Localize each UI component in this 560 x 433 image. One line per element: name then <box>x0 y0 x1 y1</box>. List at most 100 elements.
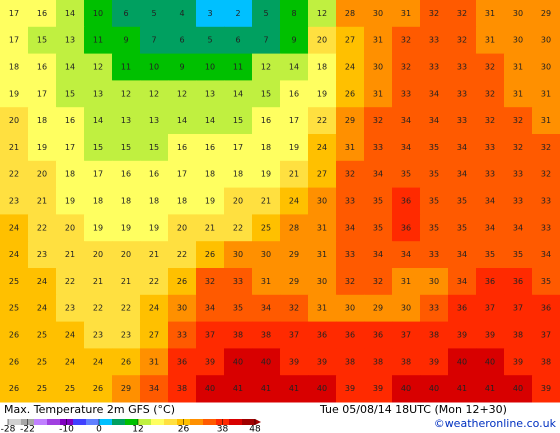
temp-cell <box>112 214 141 242</box>
temp-label: 35 <box>429 197 439 206</box>
temp-cell <box>196 53 225 81</box>
temp-label: 14 <box>205 116 215 125</box>
temp-cell <box>336 53 365 81</box>
temp-cell <box>224 241 253 269</box>
temp-label: 33 <box>373 143 383 152</box>
temp-cell <box>280 134 309 162</box>
temp-label: 34 <box>149 384 159 393</box>
temp-label: 40 <box>457 357 467 366</box>
temp-label: 24 <box>149 304 159 313</box>
temp-cell <box>280 214 309 242</box>
temp-label: 33 <box>541 223 551 232</box>
temp-label: 33 <box>541 197 551 206</box>
temp-cell <box>336 160 365 189</box>
temp-label: 15 <box>65 89 75 98</box>
temp-label: 28 <box>345 9 355 18</box>
temp-label: 34 <box>429 89 439 98</box>
temp-label: 31 <box>401 277 411 286</box>
temp-cell <box>420 294 449 323</box>
colorbar-tick-label: 48 <box>249 425 261 433</box>
temp-label: 14 <box>289 63 299 72</box>
temp-label: 30 <box>513 9 523 18</box>
temp-cell <box>140 134 169 162</box>
temp-cell <box>336 26 365 55</box>
temp-cell <box>280 241 309 269</box>
temp-label: 30 <box>373 9 383 18</box>
temp-label: 14 <box>65 9 75 18</box>
temp-cell <box>112 0 141 28</box>
temp-cell <box>196 241 225 269</box>
temp-cell <box>0 294 29 323</box>
temp-label: 21 <box>149 250 159 259</box>
temp-label: 15 <box>37 36 47 45</box>
temp-cell <box>140 160 169 189</box>
temp-cell <box>420 134 449 162</box>
temp-label: 17 <box>65 143 75 152</box>
temp-cell <box>532 187 560 215</box>
temp-cell <box>336 214 365 242</box>
temp-cell <box>196 26 225 55</box>
temp-cell <box>364 26 393 55</box>
temp-label: 13 <box>149 116 159 125</box>
temp-cell <box>168 294 197 323</box>
temp-label: 33 <box>429 63 439 72</box>
temp-label: 3 <box>207 9 212 18</box>
temp-cell <box>140 241 169 269</box>
temp-cell <box>504 294 533 323</box>
temp-cell <box>252 294 281 323</box>
temp-label: 32 <box>513 143 523 152</box>
temp-label: 18 <box>65 170 75 179</box>
temp-label: 24 <box>317 143 327 152</box>
temp-cell <box>392 241 421 269</box>
temp-label: 10 <box>149 63 159 72</box>
temp-cell <box>448 53 477 81</box>
temp-cell <box>0 348 29 376</box>
temp-cell <box>308 321 337 349</box>
temp-cell <box>28 214 57 242</box>
temp-cell <box>84 107 113 135</box>
temp-cell <box>476 107 505 135</box>
temp-label: 34 <box>345 223 355 232</box>
temp-label: 13 <box>205 89 215 98</box>
temp-label: 20 <box>121 250 131 259</box>
temp-label: 24 <box>37 277 47 286</box>
temp-cell <box>308 53 337 81</box>
colorbar-tick-label: 26 <box>178 425 190 433</box>
temp-cell <box>196 187 225 215</box>
temp-label: 23 <box>65 304 75 313</box>
colorbar-tick-label: -22 <box>20 425 35 433</box>
temp-label: 15 <box>93 143 103 152</box>
temp-label: 21 <box>261 197 271 206</box>
temp-cell <box>504 321 533 349</box>
temp-label: 13 <box>65 36 75 45</box>
temp-label: 33 <box>345 197 355 206</box>
temp-label: 34 <box>401 116 411 125</box>
temp-cell <box>504 80 533 108</box>
temp-label: 32 <box>485 116 495 125</box>
temp-cell <box>364 241 393 269</box>
temp-cell <box>280 348 309 376</box>
temp-label: 11 <box>93 36 103 45</box>
temp-cell <box>392 214 421 242</box>
temp-cell <box>420 26 449 55</box>
temp-cell <box>420 241 449 269</box>
temp-label: 18 <box>317 63 327 72</box>
temp-label: 38 <box>261 331 271 340</box>
temp-label: 26 <box>345 89 355 98</box>
temp-cell <box>252 80 281 108</box>
temp-label: 24 <box>65 331 75 340</box>
temp-label: 22 <box>121 304 131 313</box>
temp-label: 18 <box>37 116 47 125</box>
temp-cell <box>140 214 169 242</box>
temp-label: 39 <box>457 331 467 340</box>
temp-label: 31 <box>317 223 327 232</box>
temp-cell <box>84 214 113 242</box>
temp-cell <box>140 80 169 108</box>
temp-cell <box>224 375 253 403</box>
temp-cell <box>112 241 141 269</box>
temp-label: 40 <box>317 384 327 393</box>
temp-cell <box>112 107 141 135</box>
temp-cell <box>140 53 169 81</box>
temp-cell <box>224 187 253 215</box>
temp-cell <box>28 80 57 108</box>
